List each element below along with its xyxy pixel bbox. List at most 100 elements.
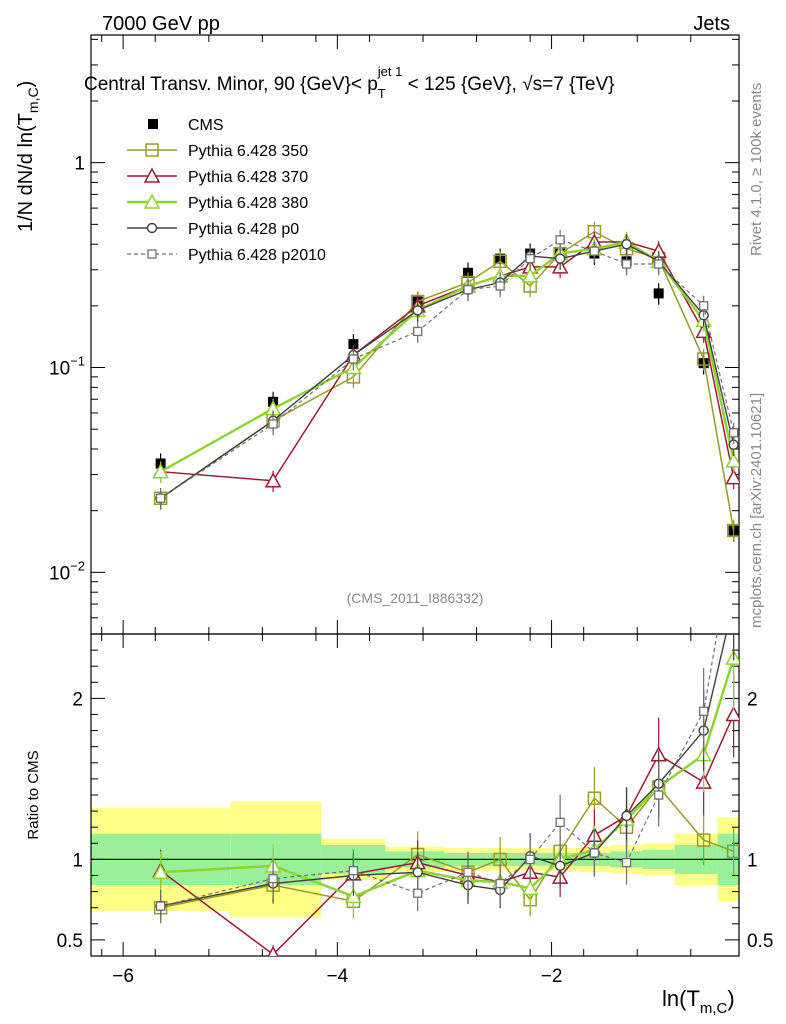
point-p2010 [555, 235, 565, 245]
legend-marker-p0 [146, 222, 158, 234]
x-label-sub: m,C [700, 1000, 728, 1017]
point-p2010 [525, 253, 535, 264]
point-p380 [152, 463, 169, 479]
legend-entry-p0: Pythia 6.428 p0 [127, 221, 299, 238]
series-p380 [152, 231, 739, 484]
ratio-y-tick-label: 2 [72, 689, 83, 710]
ratio-point-p2010 [621, 857, 632, 868]
legend-marker-p350 [145, 143, 159, 157]
ratio-point-p380 [521, 879, 539, 896]
legend-entry-cms: CMS [148, 117, 224, 134]
point-p370 [725, 469, 739, 485]
y-label-main-sub: m,C [25, 87, 41, 113]
legend-label-p2010: Pythia 6.428 p2010 [188, 247, 326, 264]
mcplots-label: mcplots.cern.ch [arXiv:2401.10621] [748, 393, 765, 628]
point-cms [653, 288, 664, 299]
ratio-point-p0 [554, 860, 566, 872]
ratio-point-p0 [729, 597, 738, 606]
plot-title: Central Transv. Minor, 90 {GeV}< pTjet 1… [84, 64, 615, 101]
ratio-point-p2010 [463, 867, 473, 877]
series-p0 [155, 234, 739, 510]
point-p2010 [699, 301, 709, 311]
point-p2010 [463, 284, 473, 295]
legend-marker-p2010 [147, 249, 157, 259]
legend-label-p0: Pythia 6.428 p0 [188, 221, 299, 238]
ratio-point-p380 [725, 649, 739, 665]
series-line-p2010 [160, 239, 735, 499]
y-tick-label: 10−2 [49, 558, 85, 584]
ratio-point-p2010 [589, 848, 600, 858]
ratio-point-p2010 [699, 706, 709, 716]
x-label-post: ) [727, 986, 734, 1011]
point-p380 [521, 267, 539, 283]
rivet-label: Rivet 4.1.0, ≥ 100k events [748, 83, 765, 256]
analysis-tag: (CMS_2011_I886332) [347, 590, 484, 606]
point-p350 [726, 523, 739, 538]
series-line-p0 [160, 243, 735, 499]
y-label-main-post: ) [15, 81, 37, 88]
ratio-point-p2010 [525, 854, 535, 865]
legend-label-p380: Pythia 6.428 380 [188, 195, 308, 212]
series-cms [155, 243, 739, 542]
ratio-point-p2010 [555, 817, 565, 828]
series-p350 [153, 221, 739, 542]
y-tick-base: 10 [49, 563, 70, 584]
point-p2010 [268, 419, 278, 429]
legend-label-p350: Pythia 6.428 350 [188, 143, 308, 160]
point-p2010 [654, 259, 664, 269]
series-p370 [152, 231, 739, 493]
title-pre: Central Transv. Minor, 90 {GeV}< p [84, 74, 378, 95]
ratio-point-p2010 [654, 790, 664, 800]
y-tick-exp: −1 [70, 354, 85, 369]
point-p370 [264, 472, 282, 488]
main-series [152, 221, 739, 542]
series-line-p350 [160, 230, 735, 531]
point-p2010 [621, 259, 632, 269]
x-tick-label: −2 [541, 966, 563, 987]
point-p0 [412, 305, 423, 316]
ratio-point-p380 [345, 887, 362, 904]
ratio-point-p380 [152, 863, 169, 880]
ratio-point-p2010 [413, 888, 423, 898]
ratio-point-p2010 [155, 901, 166, 911]
point-p2010 [348, 354, 359, 364]
ratio-y-tick-label-right: 0.5 [747, 931, 773, 952]
beam-label: 7000 GeV pp [102, 13, 220, 35]
point-p0 [554, 253, 566, 264]
point-p380 [725, 452, 739, 468]
point-p2010 [495, 281, 505, 291]
ratio-point-p350 [587, 791, 602, 805]
ratio-point-p0 [621, 810, 632, 822]
y-tick-base: 10 [49, 359, 70, 380]
x-axis-label: ln(Tm,C) [662, 986, 735, 1017]
y-tick-label: 1 [74, 154, 85, 175]
process-label: Jets [693, 13, 730, 35]
x-label-text: ln(T [662, 986, 700, 1011]
ratio-point-p2010 [495, 878, 505, 889]
y-axis-label-main: 1/N dN/d ln(Tm,C) [15, 81, 41, 232]
legend-entry-p370: Pythia 6.428 370 [127, 167, 308, 186]
point-cms [348, 339, 359, 350]
ratio-point-p350 [696, 833, 711, 847]
title-sub: T [378, 86, 386, 101]
y-axis-label-ratio: Ratio to CMS [25, 750, 42, 839]
ratio-point-p370 [267, 945, 279, 956]
legend-marker-p380 [143, 193, 161, 209]
legend-label-cms: CMS [188, 117, 224, 134]
ratio-y-tick-label: 1 [72, 850, 83, 871]
legend-entry-p380: Pythia 6.428 380 [127, 193, 308, 212]
point-p2010 [728, 428, 739, 438]
ratio-point-p370 [725, 705, 739, 722]
series-p2010 [155, 229, 739, 510]
ratio-series [152, 597, 739, 956]
ratio-y-tick-label-right: 1 [747, 850, 758, 871]
title-sup: jet 1 [377, 64, 403, 79]
title-post: < 125 {GeV}, √s=7 {TeV} [402, 74, 614, 95]
legend-entry-p2010: Pythia 6.428 p2010 [127, 247, 326, 264]
point-p2010 [413, 326, 423, 337]
x-tick-label: −4 [327, 966, 349, 987]
legend-label-p370: Pythia 6.428 370 [188, 169, 308, 186]
series-line-p370 [160, 241, 735, 482]
x-tick-label: −6 [112, 966, 134, 987]
